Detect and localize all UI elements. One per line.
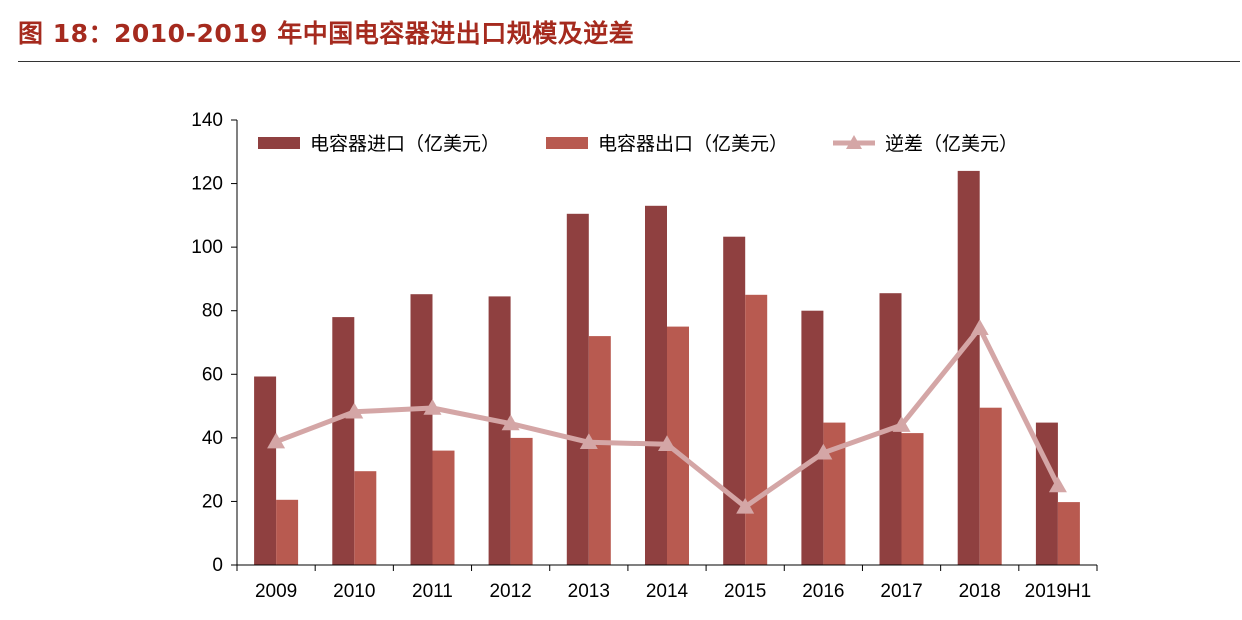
- y-tick-label: 0: [212, 555, 223, 576]
- y-tick-label: 60: [202, 364, 223, 385]
- x-tick-label: 2014: [646, 581, 689, 602]
- import-bar-2019H1: [1035, 422, 1058, 565]
- deficit-point-2013: [579, 433, 598, 450]
- deficit-point-2012: [501, 414, 520, 431]
- axes: 0 20 40 60 80 100 120 140 2009 2010 2011 2012 2013 20…: [191, 110, 1098, 602]
- deficit-point-2018: [970, 319, 989, 335]
- legend-label-2: 逆差（亿美元）: [885, 133, 1018, 155]
- import-bar-2016: [801, 310, 824, 565]
- import-bar-2012: [488, 296, 511, 565]
- legend-swatch-1: [546, 137, 588, 149]
- export-bar-2019H1: [1057, 502, 1080, 565]
- x-tick-label: 2019H1: [1025, 581, 1092, 602]
- deficit-point-2016: [814, 443, 833, 460]
- x-tick-label: 2016: [802, 581, 844, 602]
- import-bar-2015: [723, 236, 746, 565]
- bars-group: [254, 170, 1080, 566]
- y-tick-label: 100: [191, 237, 223, 258]
- x-tick-label: 2012: [489, 581, 531, 602]
- import-bar-2010: [332, 317, 355, 565]
- export-bar-2017: [901, 433, 924, 565]
- x-tick-label: 2015: [724, 581, 766, 602]
- title-divider: [18, 61, 1240, 62]
- x-tick-label: 2009: [255, 581, 297, 602]
- y-tick-label: 120: [191, 174, 223, 195]
- x-tick-label: 2018: [959, 581, 1001, 602]
- y-tick-label: 80: [202, 301, 223, 322]
- import-bar-2013: [566, 213, 589, 566]
- import-bar-2009: [254, 376, 277, 565]
- export-bar-2013: [588, 336, 611, 565]
- legend-label-0: 电容器进口（亿美元）: [310, 133, 500, 155]
- deficit-point-2011: [423, 398, 442, 415]
- export-bar-2015: [745, 294, 768, 565]
- deficit-point-2009: [267, 432, 286, 449]
- import-bar-2014: [645, 205, 667, 566]
- export-bar-2012: [510, 437, 533, 565]
- legend-marker-2: [846, 135, 862, 149]
- import-bar-2018: [957, 170, 980, 565]
- export-bar-2018: [979, 407, 1002, 565]
- deficit-point-2015: [736, 497, 755, 514]
- x-tick-label: 2017: [880, 581, 922, 602]
- deficit-point-2014: [658, 435, 676, 451]
- legend: 电容器进口（亿美元） 电容器出口（亿美元） 逆差（亿美元）: [258, 133, 1018, 155]
- deficit-point-2017: [892, 416, 911, 432]
- x-tick-label: 2013: [568, 581, 610, 602]
- figure-title: 图 18：2010-2019 年中国电容器进出口规模及逆差: [18, 19, 635, 48]
- export-bar-2014: [667, 326, 689, 565]
- y-tick-label: 140: [191, 110, 223, 131]
- export-bar-2010: [354, 471, 377, 565]
- import-bar-2011: [410, 294, 433, 565]
- x-tick-label: 2011: [412, 581, 453, 602]
- deficit-line-group: [267, 319, 1067, 514]
- deficit-point-2019H1: [1048, 476, 1067, 493]
- export-bar-2011: [432, 450, 455, 565]
- y-tick-label: 40: [202, 428, 223, 449]
- deficit-point-2010: [345, 402, 364, 419]
- export-bar-2009: [276, 499, 299, 565]
- y-tick-label: 20: [202, 491, 223, 512]
- legend-swatch-0: [258, 137, 300, 149]
- x-tick-label: 2010: [333, 581, 375, 602]
- legend-label-1: 电容器出口（亿美元）: [598, 133, 788, 155]
